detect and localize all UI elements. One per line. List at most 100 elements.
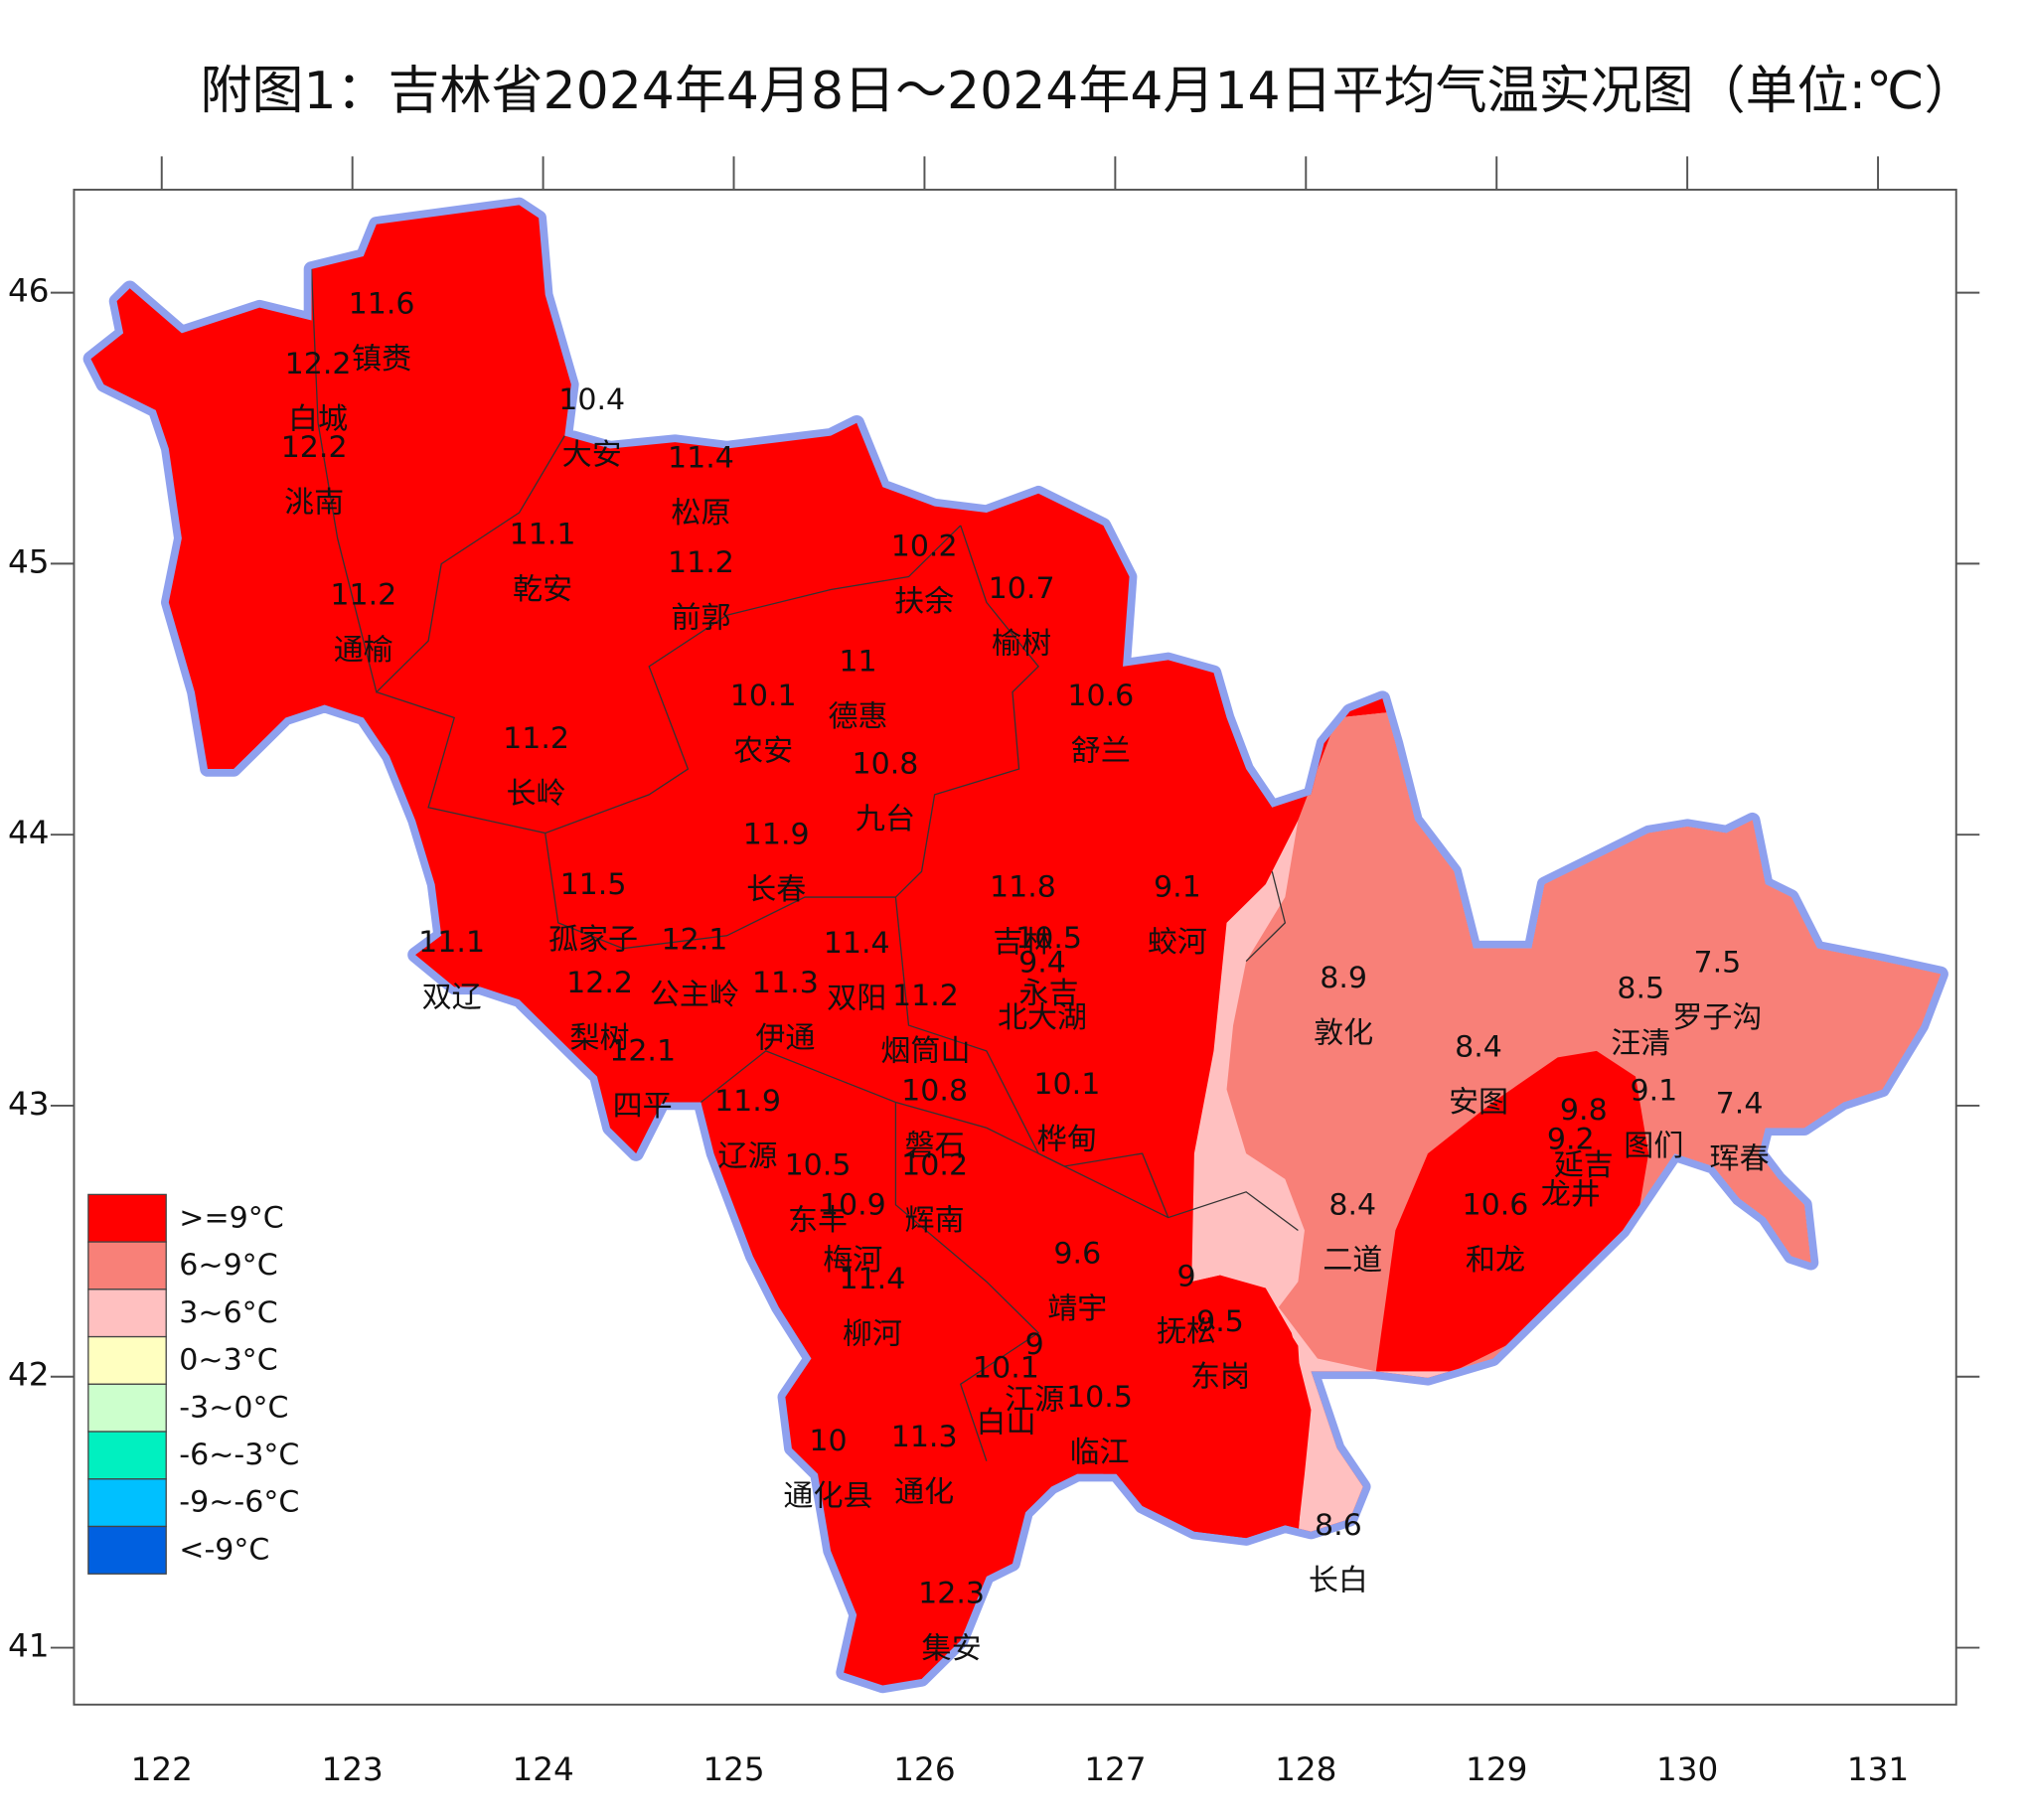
station-name: 洮南 [284,486,344,521]
station-labels: 11.6镇赉12.2白城10.4大安12.2洮南11.4松原11.1乾安11.2… [281,287,1770,1666]
station-name: 梅河 [823,1243,882,1278]
station-name: 汪清 [1611,1026,1670,1061]
station-name: 靖宇 [1047,1291,1107,1326]
station-name: 德惠 [828,699,887,734]
station-name: 乾安 [513,572,572,607]
legend-swatch [87,1383,167,1433]
station-name: 永吉 [1019,977,1079,1011]
station-name: 龙井 [1541,1177,1601,1212]
station-value: 7.4 [1716,1087,1764,1122]
station-name: 农安 [733,734,793,769]
legend-label: -9~-6°C [179,1485,299,1520]
station-value: 11.2 [330,578,396,613]
station-value: 9.1 [1630,1074,1677,1109]
station-value: 10.6 [1463,1188,1529,1223]
station-value: 10.1 [973,1350,1039,1385]
y-tick-label: 42 [8,1356,50,1394]
station-name: 白城 [288,402,348,437]
station-value: 11.9 [714,1084,781,1119]
station-name: 大安 [562,438,622,473]
legend-swatch [87,1335,167,1385]
legend-swatch [87,1289,167,1338]
station-value: 11.3 [891,1420,958,1454]
legend-label: 0~3°C [179,1343,277,1378]
station-name: 长春 [746,872,806,907]
x-tick-label: 130 [1656,1750,1718,1788]
station-name: 安图 [1449,1085,1508,1120]
x-tick-label: 125 [702,1750,764,1788]
station-value: 8.4 [1328,1188,1376,1223]
station-value: 9.4 [1018,946,1066,981]
station-name: 舒兰 [1071,734,1131,769]
legend-swatch [87,1525,167,1575]
x-tick-label: 124 [512,1750,573,1788]
station-value: 8.9 [1320,961,1367,995]
station-name: 松原 [671,496,730,531]
station-value: 8.4 [1455,1030,1502,1065]
station-value: 10.5 [1066,1380,1133,1415]
x-tick-label: 129 [1466,1750,1527,1788]
x-tick-label: 131 [1847,1750,1909,1788]
x-tick-label: 126 [893,1750,955,1788]
station-value: 11.4 [824,926,890,961]
y-tick-label: 45 [8,543,50,581]
station-name: 桦甸 [1037,1123,1097,1157]
station-name: 吉林 [993,925,1052,960]
station-value: 10.5 [1015,921,1082,956]
station-name: 双辽 [422,981,482,1015]
legend: >=9°C 6~9°C 3~6°C 0~3°C -3~0°C -6~-3°C -9~-6°C… [87,1193,299,1575]
station-value: 11.4 [839,1262,905,1296]
station-name: 扶余 [894,584,954,619]
station-name: 四平 [613,1089,673,1124]
station-value: 10.6 [1067,679,1134,713]
x-tick-label: 127 [1084,1750,1146,1788]
station-name: 伊通 [755,1021,815,1056]
x-tick-label: 128 [1275,1750,1336,1788]
station-name: 集安 [922,1631,982,1666]
station-name: 二道 [1323,1243,1382,1278]
station-name: 珲春 [1710,1141,1770,1176]
station-name: 延吉 [1554,1148,1614,1183]
station-value: 9.2 [1547,1123,1595,1157]
station-name: 长岭 [506,776,565,811]
station-value: 10.2 [901,1148,968,1183]
zone-fill [1103,1275,1312,1564]
station-value: 12.2 [285,347,352,381]
station-value: 12.2 [281,430,348,465]
station-value: 11.5 [560,867,627,902]
station-name: 北大湖 [998,1000,1087,1035]
station-value: 11 [839,645,876,680]
station-name: 梨树 [570,1021,630,1056]
station-value: 10.4 [558,382,625,417]
station-name: 榆树 [992,627,1051,662]
station-value: 12.3 [918,1577,985,1611]
station-name: 东丰 [788,1203,848,1238]
station-value: 9 [1025,1327,1044,1362]
station-name: 和龙 [1466,1243,1525,1278]
station-name: 敦化 [1314,1016,1373,1051]
station-value: 8.6 [1315,1508,1362,1543]
x-tick-label: 123 [322,1750,384,1788]
station-value: 9.6 [1053,1237,1101,1272]
station-name: 白山 [976,1406,1035,1441]
station-name: 孤家子 [548,923,638,958]
station-value: 11.2 [503,721,569,756]
station-name: 前郭 [671,601,730,636]
station-value: 12.1 [609,1034,676,1069]
station-value: 12.1 [661,923,727,958]
legend-label: -3~0°C [179,1390,288,1425]
station-value: 10.1 [730,679,797,713]
station-name: 长白 [1309,1564,1368,1598]
y-tick-label: 46 [8,272,50,310]
legend-label: >=9°C [179,1201,283,1236]
station-value: 11.6 [349,287,415,322]
legend-label: <-9°C [179,1533,269,1568]
station-value: 10.1 [1033,1067,1100,1102]
legend-label: -6~-3°C [179,1438,299,1472]
station-value: 11.2 [668,545,734,580]
station-value: 9.5 [1196,1304,1244,1339]
station-value: 11.9 [743,818,810,852]
y-tick-label: 44 [8,814,50,851]
station-name: 通榆 [334,633,393,668]
